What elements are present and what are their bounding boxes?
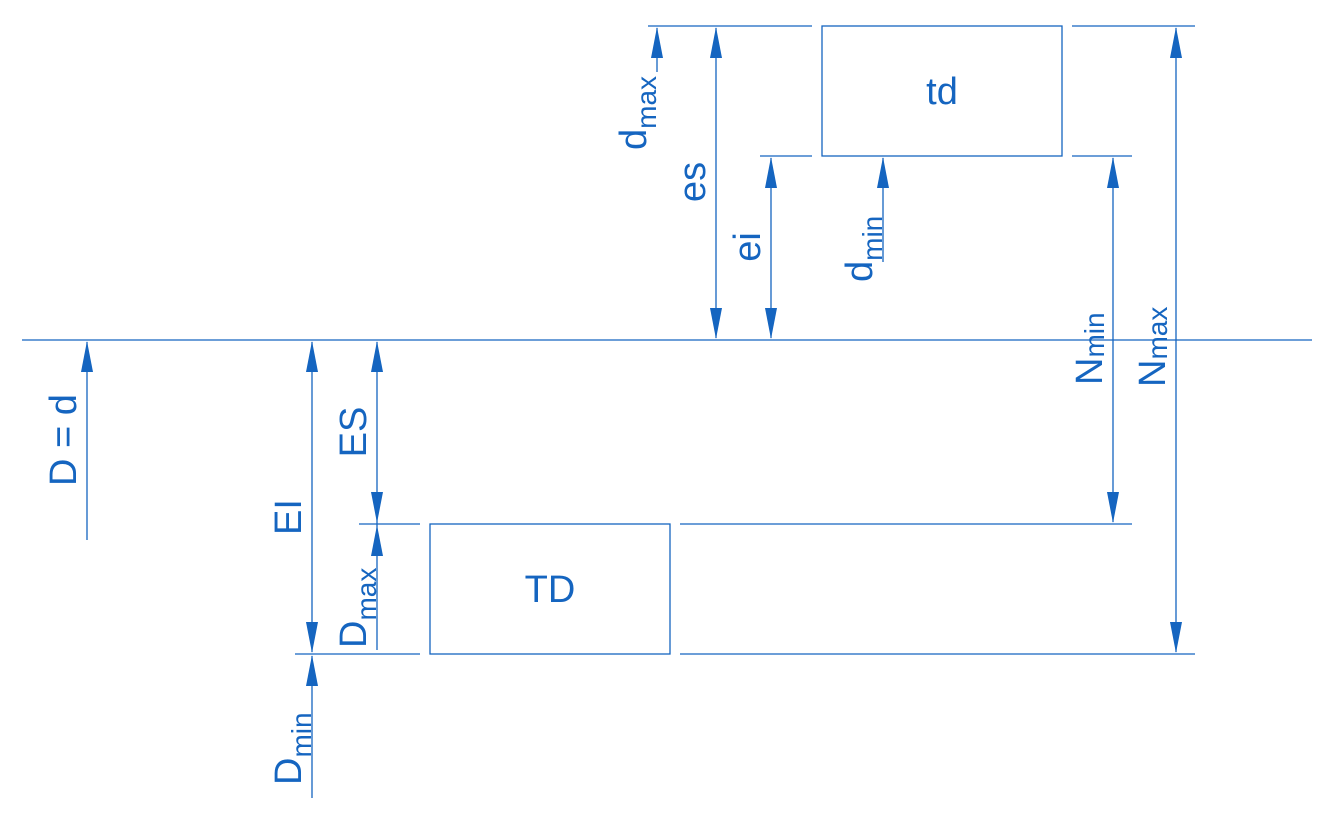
- label-EI: EI: [268, 499, 310, 535]
- label-Nmin-base: N: [1069, 358, 1111, 385]
- label-Dmax-base: D: [333, 621, 375, 648]
- arrowhead-ei-up: [765, 157, 777, 188]
- label-dmax: dmax: [613, 76, 662, 150]
- label-Nmax: Nmax: [1132, 307, 1174, 387]
- label-Nmax-sub: max: [1142, 307, 1173, 360]
- arrowhead-Nmin-up: [1107, 157, 1119, 188]
- label-es: es: [672, 162, 714, 202]
- arrowhead-es-down: [710, 308, 722, 339]
- arrowhead-ES-down: [371, 492, 383, 523]
- label-ei: ei: [727, 232, 769, 262]
- arrowhead-es-up: [710, 27, 722, 58]
- label-dmin: dmin: [839, 216, 888, 282]
- arrowhead-ES-up: [371, 341, 383, 372]
- label-dmin-base: d: [839, 261, 881, 282]
- label-Dmin: Dmin: [268, 712, 317, 785]
- label-Dmax-sub: max: [351, 568, 382, 621]
- arrowhead-dmax-up: [651, 27, 663, 58]
- label-Dmax: Dmax: [333, 568, 382, 648]
- label-td: td: [926, 71, 958, 113]
- shaft-tolerance-zone-box: [821, 25, 1063, 157]
- arrowhead-Dmin-up: [306, 655, 318, 686]
- label-D-eq-d: D = d: [43, 394, 85, 486]
- arrowhead-Nmax-up: [1170, 27, 1182, 58]
- arrowhead-Nmax-down: [1170, 622, 1182, 653]
- label-Dmin-base: D: [268, 758, 310, 785]
- arrowhead-EI-down: [306, 622, 318, 653]
- label-dmax-base: d: [613, 129, 655, 150]
- arrowhead-Dmax-up: [371, 525, 383, 556]
- label-Nmin: Nmin: [1069, 312, 1111, 385]
- label-TD: TD: [525, 569, 576, 611]
- arrowhead-ei-down: [765, 308, 777, 339]
- label-dmin-sub: min: [857, 216, 888, 261]
- arrowhead-dmin-up: [877, 157, 889, 188]
- label-dmax-sub: max: [631, 76, 662, 129]
- label-Nmin-sub: min: [1079, 312, 1110, 357]
- label-Dmin-sub: min: [286, 712, 317, 757]
- label-ES: ES: [333, 407, 375, 458]
- arrowhead-D-eq-d-up: [81, 341, 93, 372]
- arrowhead-Nmin-down: [1107, 492, 1119, 523]
- label-Nmax-base: N: [1132, 360, 1174, 387]
- hole-tolerance-zone-box: [429, 523, 671, 655]
- arrowhead-EI-up: [306, 341, 318, 372]
